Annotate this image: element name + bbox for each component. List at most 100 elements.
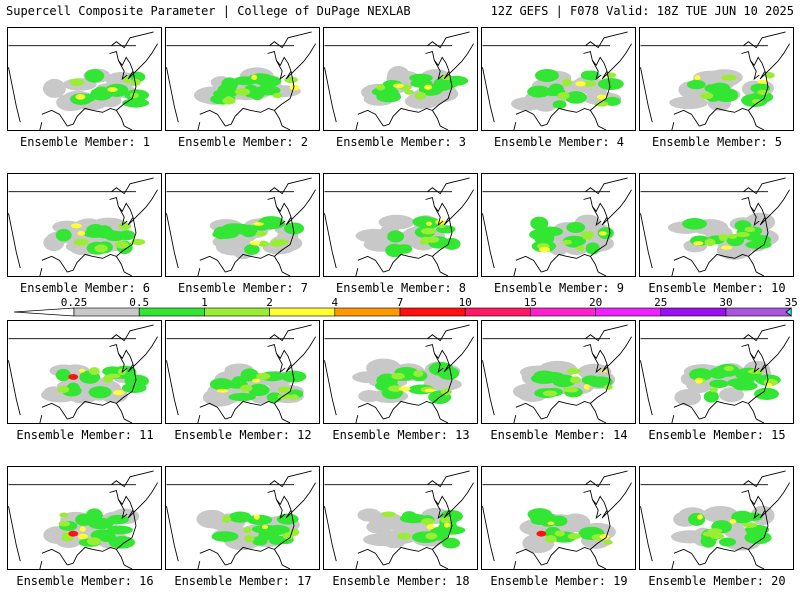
ensemble-map-panel — [323, 320, 478, 424]
map-boundary-line — [482, 67, 495, 123]
scp-contour-blob — [381, 511, 396, 518]
map-boundary-line — [743, 177, 786, 195]
map-boundary-line — [275, 353, 286, 374]
scp-contour-blob — [718, 537, 737, 547]
ensemble-map-panel — [165, 320, 320, 424]
map-boundary-line — [748, 256, 757, 273]
map-boundary-line — [743, 31, 786, 49]
map-boundary-line — [749, 206, 760, 227]
ensemble-member-label: Ensemble Member: 17 — [174, 574, 312, 588]
map-boundary-line — [590, 256, 599, 273]
map-boundary-line — [355, 122, 359, 130]
ensemble-map-panel — [323, 173, 478, 277]
scp-contour-blob — [413, 370, 424, 377]
map-boundary-line — [432, 256, 441, 273]
us-map — [166, 324, 316, 423]
colorbar-bin — [138, 307, 205, 317]
map-boundary-line — [324, 67, 337, 123]
map-boundary-line — [598, 564, 607, 569]
map-boundary-line — [673, 255, 700, 273]
scp-contour-blob — [387, 230, 405, 243]
us-map — [482, 470, 632, 569]
map-boundary-line — [116, 403, 125, 420]
map-boundary-line — [756, 125, 765, 130]
scp-contour-blob — [216, 388, 229, 393]
map-boundary-line — [269, 324, 312, 342]
scp-contour-blob — [228, 392, 256, 402]
map-boundary-line — [673, 402, 700, 420]
scp-contour-blob — [247, 383, 270, 397]
map-boundary-line — [116, 510, 137, 550]
scp-maximum-blob — [68, 373, 79, 380]
scp-contour-blob — [88, 386, 112, 399]
scp-contour-blob — [548, 83, 564, 95]
map-boundary-line — [197, 122, 201, 130]
map-boundary-line — [671, 415, 675, 423]
map-boundary-line — [432, 364, 453, 404]
map-boundary-line — [357, 109, 384, 127]
scp-contour-blob — [278, 386, 292, 393]
map-boundary-line — [274, 403, 283, 420]
map-boundary-line — [749, 60, 760, 81]
ensemble-member-label: Ensemble Member: 10 — [648, 281, 786, 295]
scp-contour-blob — [420, 227, 437, 235]
map-boundary-line — [598, 271, 607, 276]
map-boundary-line — [274, 256, 283, 273]
colorbar-tick-label: 10 — [459, 298, 472, 309]
us-map — [324, 324, 474, 423]
map-boundary-line — [199, 402, 226, 420]
ensemble-member-label: Ensemble Member: 6 — [19, 281, 151, 295]
map-boundary-line — [117, 353, 128, 374]
scp-contour-blob — [289, 84, 300, 91]
colorbar-tick-label: 1 — [201, 298, 208, 309]
scp-contour-blob — [265, 524, 290, 535]
scp-contour-blob — [731, 510, 754, 524]
colorbar-tick-label: 20 — [589, 298, 602, 309]
map-boundary-line — [117, 499, 128, 520]
map-boundary-line — [756, 564, 765, 569]
map-boundary-line — [748, 549, 757, 566]
map-boundary-line — [427, 177, 470, 195]
color-scale-bar: 0.25 0.5 1 2 4 7 10 15 20 25 30 35 — [13, 298, 798, 317]
map-boundary-line — [748, 71, 769, 111]
scp-contour-blob — [565, 91, 587, 104]
scp-contour-blob — [75, 513, 93, 526]
scp-contour-blob — [69, 78, 85, 86]
map-boundary-line — [756, 418, 765, 423]
map-boundary-line — [640, 506, 653, 562]
map-boundary-line — [269, 177, 312, 195]
map-boundary-line — [275, 206, 286, 227]
scp-contour-blob — [584, 70, 600, 81]
ensemble-member-label: Ensemble Member: 2 — [177, 135, 309, 149]
map-boundary-line — [274, 364, 295, 404]
ensemble-map-panel — [639, 173, 794, 277]
scp-contour-blob — [732, 381, 758, 391]
map-boundary-line — [124, 271, 133, 276]
map-boundary-line — [355, 561, 359, 569]
map-boundary-line — [275, 60, 286, 81]
scp-contour-blob — [729, 519, 737, 524]
ensemble-map-panel — [481, 320, 636, 424]
scp-contour-blob — [77, 230, 86, 236]
map-boundary-line — [440, 564, 449, 569]
scp-contour-blob — [129, 92, 139, 99]
scp-contour-blob — [55, 368, 71, 382]
scp-contour-blob — [693, 241, 704, 246]
map-boundary-line — [8, 213, 21, 269]
map-boundary-line — [598, 418, 607, 423]
map-boundary-line — [274, 549, 283, 566]
map-boundary-line — [585, 31, 628, 49]
scp-maximum-blob — [68, 530, 79, 537]
map-boundary-line — [117, 206, 128, 227]
scp-contour-blob — [227, 223, 252, 235]
map-boundary-line — [124, 564, 133, 569]
map-boundary-line — [749, 499, 760, 520]
map-boundary-line — [199, 255, 226, 273]
scp-contour-blob — [209, 378, 233, 391]
map-boundary-line — [383, 107, 433, 127]
scp-contour-blob — [251, 378, 260, 383]
map-boundary-line — [440, 271, 449, 276]
ensemble-member-label: Ensemble Member: 9 — [493, 281, 625, 295]
scp-contour-blob — [272, 93, 283, 99]
scp-contour-blob — [250, 240, 261, 246]
